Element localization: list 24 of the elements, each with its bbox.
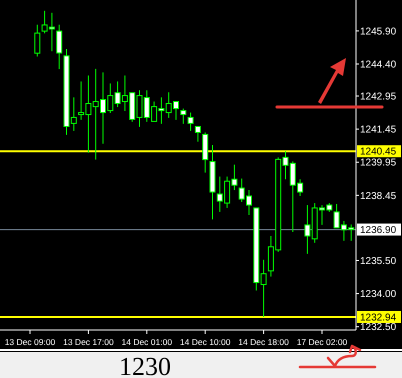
candlestick — [56, 24, 62, 70]
text: 1230 — [119, 352, 171, 378]
y-tick-label: 1239.95 — [360, 158, 397, 169]
y-tick-label: 1245.90 — [360, 26, 397, 38]
y-tick-label: 1242.95 — [360, 92, 397, 103]
candlestick — [180, 108, 186, 124]
y-tick-label: 1234.00 — [360, 289, 397, 300]
y-tick-label: 1238.45 — [360, 190, 397, 202]
x-tick-label: 13 Dec 09:00 — [4, 337, 56, 347]
ref-line-label: 1232.94 — [360, 312, 397, 324]
ref-line-label: 1236.90 — [360, 225, 397, 236]
x-tick-label: 13 Dec 17:00 — [63, 337, 114, 347]
x-tick-label: 14 Dec 18:00 — [238, 337, 290, 347]
x-tick-label: 17 Dec 02:00 — [296, 337, 348, 347]
ref-line-label: 1240.45 — [360, 146, 397, 158]
x-tick-label: 14 Dec 01:00 — [122, 337, 172, 347]
y-tick-label: 1235.50 — [360, 256, 397, 267]
y-tick-label: 1241.45 — [360, 124, 397, 136]
candlestick — [194, 126, 201, 142]
y-tick-label: 1232.50 — [360, 322, 397, 334]
candlestick — [34, 24, 40, 58]
candlestick — [188, 112, 194, 132]
x-tick-label: 14 Dec 10:00 — [180, 337, 231, 347]
y-tick-label: 1244.40 — [360, 60, 397, 71]
